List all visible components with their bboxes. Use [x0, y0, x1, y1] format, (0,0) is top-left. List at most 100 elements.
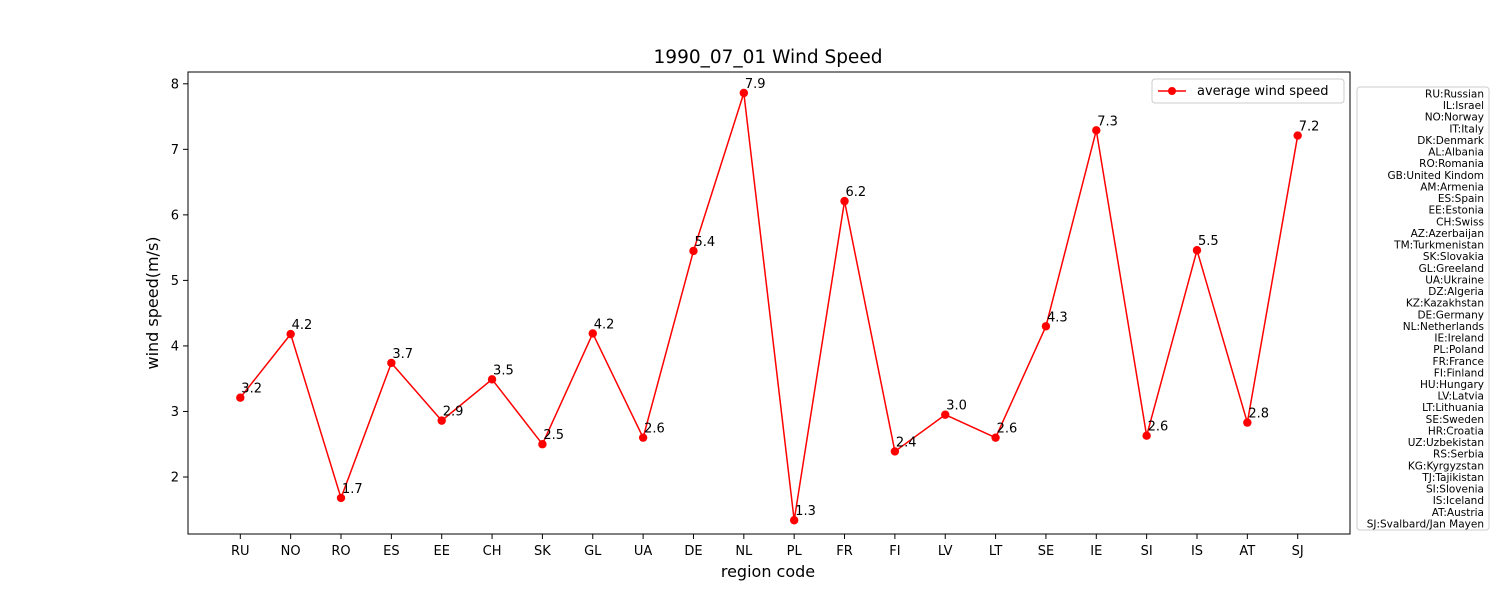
- x-axis-ticks: RU NO RO ES EE CH SK GL UA DE NL PL FR FI LV LT SE IE SI IS…: [231, 534, 1304, 559]
- region-key-entry: SE:Sweden: [1426, 414, 1484, 426]
- region-key-entry: AL:Albania: [1428, 147, 1484, 159]
- data-labels: 3.2 4.2 1.7 3.7 2.9 3.5 2.5 4.2 2.6 5.4 7.9 1.3 6.2 2…: [241, 77, 1319, 519]
- region-key-entry: HR:Croatia: [1428, 425, 1484, 437]
- data-label: 2.8: [1248, 407, 1269, 422]
- region-key-entry: IS:Iceland: [1433, 495, 1484, 507]
- legend-marker-swatch: [1168, 87, 1176, 95]
- data-point: [1092, 126, 1101, 135]
- legend-box: [1151, 78, 1345, 104]
- x-tick-label: DE: [684, 544, 702, 559]
- data-label: 7.3: [1097, 114, 1118, 129]
- x-tick-label: UA: [634, 544, 653, 559]
- data-point: [1243, 418, 1252, 427]
- series-layer: [236, 88, 1302, 525]
- data-label: 1.3: [795, 504, 816, 519]
- region-key-entry: TM:Turkmenistan: [1393, 240, 1484, 252]
- region-key-entry: DZ:Algeria: [1428, 286, 1484, 298]
- x-tick-label: LT: [989, 544, 1002, 559]
- x-tick-label: SI: [1141, 544, 1153, 559]
- region-key-entry: CH:Swiss: [1436, 216, 1484, 228]
- data-point: [689, 246, 698, 256]
- data-label: 2.4: [896, 435, 917, 450]
- x-tick-label: RU: [231, 544, 250, 559]
- data-label: 1.7: [342, 482, 363, 497]
- series-line: [239, 92, 1299, 521]
- region-key: RU:RussianIL:IsraelNO:NorwayIT:ItalyDK:D…: [1367, 89, 1485, 531]
- region-key-entry: AM:Armenia: [1420, 181, 1484, 193]
- data-point: [638, 433, 648, 442]
- data-point: [1041, 322, 1051, 331]
- data-point: [941, 410, 950, 419]
- legend-entry: average wind speed: [1197, 84, 1329, 99]
- x-tick-label: FI: [889, 544, 900, 559]
- region-key-box: [1356, 86, 1490, 531]
- x-tick-label: LV: [938, 544, 953, 559]
- region-key-entry: ES:Spain: [1438, 193, 1484, 205]
- data-label: 3.5: [493, 363, 514, 378]
- data-label: 2.6: [1148, 420, 1169, 435]
- region-key-entry: IE:Ireland: [1434, 333, 1484, 345]
- region-key-entry: RU:Russian: [1425, 89, 1484, 101]
- region-key-entry: FI:Finland: [1434, 367, 1484, 379]
- data-label: 4.2: [292, 318, 313, 333]
- region-key-entry: UA:Ukraine: [1425, 274, 1484, 286]
- y-tick-label: 5: [171, 274, 179, 289]
- x-tick-label: IE: [1090, 544, 1102, 559]
- region-key-entry: SK:Slovakia: [1423, 251, 1484, 263]
- x-tick-label: SK: [534, 544, 551, 559]
- data-point: [840, 196, 849, 206]
- x-tick-label: RO: [331, 544, 350, 559]
- data-point: [538, 440, 547, 449]
- data-point: [588, 329, 597, 338]
- x-tick-label: IS: [1191, 544, 1203, 559]
- x-tick-label: FR: [836, 544, 853, 559]
- data-point: [236, 393, 245, 402]
- x-tick-label: CH: [483, 544, 502, 559]
- data-label: 4.3: [1047, 310, 1068, 325]
- y-tick-label: 3: [171, 405, 179, 420]
- region-key-entry: FR:France: [1433, 356, 1484, 368]
- region-key-entry: SI:Slovenia: [1426, 484, 1484, 496]
- data-point: [1142, 431, 1151, 440]
- x-tick-label: ES: [383, 544, 399, 559]
- data-label: 7.2: [1299, 120, 1320, 135]
- data-label: 2.9: [443, 405, 464, 420]
- region-key-entry: NO:Norway: [1425, 112, 1484, 124]
- region-key-entry: LV:Latvia: [1437, 391, 1484, 403]
- data-point: [1293, 131, 1302, 140]
- region-key-entry: UZ:Uzbekistan: [1408, 437, 1484, 449]
- data-point: [890, 447, 900, 456]
- region-key-entry: GB:United Kindom: [1388, 170, 1485, 182]
- data-point: [487, 375, 497, 384]
- data-label: 7.9: [745, 77, 766, 92]
- region-key-entry: AZ:Azerbaijan: [1411, 228, 1484, 240]
- data-label: 6.2: [846, 185, 867, 200]
- x-axis-title: region code: [721, 562, 815, 581]
- data-label: 5.5: [1198, 234, 1219, 249]
- region-key-entry: DE:Germany: [1417, 309, 1484, 321]
- region-key-entry: TJ:Tajikistan: [1421, 472, 1484, 484]
- data-point: [739, 88, 749, 98]
- y-tick-label: 6: [171, 208, 179, 223]
- x-tick-label: AT: [1239, 544, 1255, 559]
- data-label: 2.6: [644, 422, 665, 437]
- region-key-entry: GL:Greeland: [1419, 263, 1484, 275]
- data-point: [789, 516, 799, 525]
- y-tick-label: 4: [171, 339, 179, 354]
- region-key-entry: RS:Serbia: [1433, 449, 1484, 461]
- x-tick-label: PL: [787, 544, 803, 559]
- data-label: 3.7: [392, 347, 413, 362]
- data-label: 3.2: [241, 382, 262, 397]
- region-key-entry: KG:Kyrgyzstan: [1408, 460, 1484, 472]
- region-key-entry: RO:Romania: [1419, 158, 1484, 170]
- data-point: [1192, 246, 1202, 255]
- legend: average wind speed: [1151, 78, 1345, 104]
- region-key-entry: NL:Netherlands: [1403, 321, 1484, 333]
- x-tick-label: NO: [281, 544, 301, 559]
- x-tick-label: NL: [735, 544, 753, 559]
- y-tick-label: 8: [171, 77, 179, 92]
- data-label: 5.4: [694, 235, 715, 250]
- region-key-entry: EE:Estonia: [1429, 205, 1484, 217]
- region-key-entry: HU:Hungary: [1420, 379, 1484, 391]
